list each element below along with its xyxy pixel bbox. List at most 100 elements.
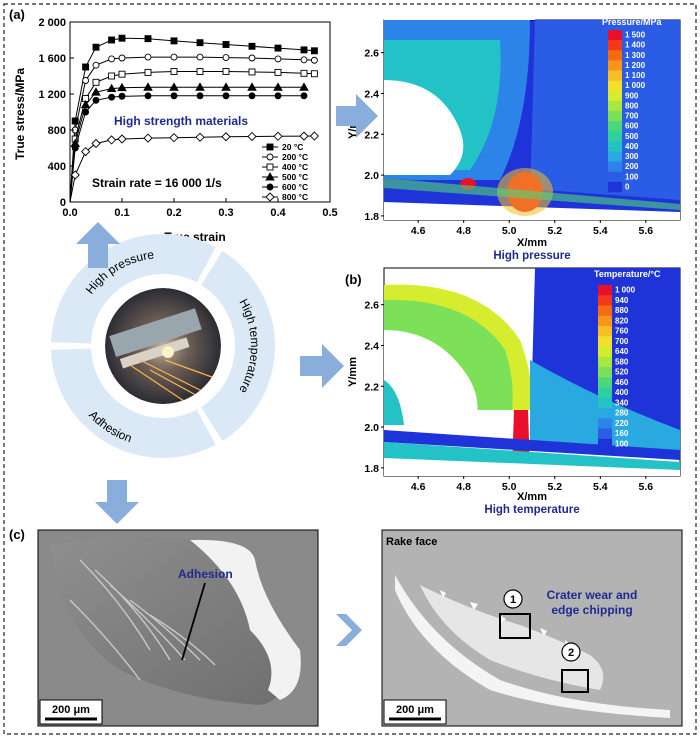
data-point-5 (309, 131, 320, 141)
legend-marker (265, 192, 275, 202)
data-point-4 (92, 96, 100, 104)
colorbar-label: 900 (625, 91, 639, 100)
map-y-tick-label: 2.0 (364, 170, 379, 182)
data-point-1 (118, 54, 126, 62)
y-tick-label: 2 000 (38, 17, 66, 29)
data-point-1 (222, 54, 230, 61)
colorbar-swatch (598, 295, 612, 306)
colorbar-label: 580 (615, 357, 629, 366)
panel-label-b: (b) (345, 272, 362, 287)
data-point-0 (196, 39, 204, 47)
data-point-4 (71, 144, 79, 152)
temperature-caption: High temperature (484, 504, 579, 516)
colorbar-label: 340 (615, 398, 629, 407)
data-point-5 (299, 131, 309, 141)
pressure-caption: High pressure (493, 250, 570, 262)
colorbar-label: 100 (625, 172, 639, 181)
sem-right-title: Rake face (386, 536, 437, 548)
legend-marker (266, 143, 274, 151)
temperature-material-label: Inconel 718 (392, 461, 452, 473)
data-point-4 (144, 92, 152, 100)
colorbar-swatch (608, 40, 622, 51)
data-point-1 (108, 55, 116, 63)
map-y-tick-label: 1.8 (364, 211, 379, 223)
colorbar-swatch (608, 131, 622, 142)
colorbar-label: 1 200 (625, 61, 646, 70)
colorbar-swatch (608, 111, 622, 122)
chart-plot-area (69, 21, 331, 203)
data-point-2 (144, 68, 152, 76)
sem-right-tool-bright (395, 575, 670, 718)
pressure-band (384, 178, 680, 210)
colorbar-swatch (608, 30, 622, 41)
data-point-4 (118, 92, 126, 100)
data-point-1 (82, 77, 90, 84)
map-x-tick-label: 4.8 (456, 225, 471, 237)
data-point-2 (274, 68, 282, 76)
x-tick-label: 0.0 (62, 207, 77, 219)
colorbar-label: 400 (625, 142, 639, 151)
data-point-0 (274, 44, 282, 52)
data-point-1 (248, 54, 256, 62)
data-point-0 (82, 63, 90, 71)
colorbar-swatch (608, 50, 622, 61)
colorbar-swatch (598, 408, 612, 419)
legend-marker (266, 183, 274, 191)
colorbar-label: 1 500 (625, 31, 646, 40)
data-point-2 (92, 78, 100, 86)
map-y-tick-label: 2.6 (364, 300, 379, 312)
data-point-4 (274, 92, 282, 100)
y-tick-label: 1 200 (38, 89, 66, 101)
colorbar-label: 520 (615, 368, 629, 377)
colorbar-swatch (598, 336, 612, 347)
colorbar-label: 700 (625, 112, 639, 121)
data-point-1 (274, 55, 282, 63)
data-point-0 (71, 117, 79, 125)
colorbar-swatch (598, 356, 612, 368)
colorbar-label: 700 (615, 337, 629, 346)
machining-photo (105, 288, 221, 404)
map-y-tick-label: 2.4 (364, 340, 379, 352)
colorbar-swatch (598, 428, 612, 440)
colorbar-label: 100 (615, 439, 629, 448)
data-point-3 (169, 82, 179, 91)
data-point-4 (248, 92, 256, 100)
data-point-3 (91, 87, 101, 96)
colorbar-swatch (608, 80, 622, 92)
colorbar-label: 200 (625, 162, 639, 171)
colorbar-label: 460 (615, 378, 629, 387)
chevron-right-icon (336, 614, 362, 646)
data-point-4 (196, 92, 204, 100)
data-point-5 (169, 133, 179, 143)
sem-left-annotation-line (181, 582, 206, 661)
colorbar-swatch (598, 387, 612, 399)
colorbar-label: 300 (625, 152, 639, 161)
data-point-0 (248, 42, 256, 50)
data-point-3 (80, 99, 91, 109)
map-x-tick-label: 4.8 (456, 481, 471, 493)
colorbar-swatch (598, 285, 612, 296)
data-point-5 (80, 146, 91, 157)
sem-image-adhesion: Adhesion 200 μm (37, 529, 319, 727)
pressure-workpiece-white (384, 18, 535, 20)
data-point-1 (144, 53, 152, 61)
data-point-3 (106, 83, 117, 93)
colorbar-swatch (608, 161, 622, 173)
colorbar-label: 280 (615, 409, 629, 418)
ring-segment-adhesion (51, 348, 216, 458)
data-point-5 (143, 133, 153, 143)
colorbar-label: 1 000 (615, 286, 636, 295)
temperature-y-axis-label: Y/mm (347, 357, 359, 387)
panel-label-c: (c) (9, 527, 25, 542)
data-point-0 (300, 46, 308, 54)
pressure-chip-white-hole (384, 80, 464, 175)
map-x-tick-label: 5.6 (639, 225, 654, 237)
sem-right-annotation-line2: edge chipping (551, 603, 632, 617)
data-point-1 (310, 56, 318, 64)
colorbar-label: 640 (615, 347, 629, 356)
colorbar-label: 0 (625, 182, 630, 191)
